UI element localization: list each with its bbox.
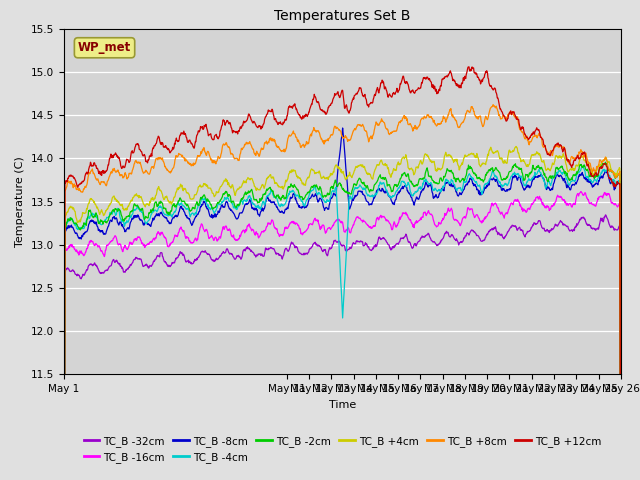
TC_B -4cm <box>364 192 372 198</box>
TC_B +8cm <box>154 157 162 163</box>
Title: Temperatures Set B: Temperatures Set B <box>274 10 411 24</box>
TC_B +12cm <box>465 64 473 70</box>
TC_B -4cm <box>154 207 162 213</box>
TC_B +4cm <box>513 144 520 149</box>
TC_B +4cm <box>353 164 360 170</box>
TC_B -16cm <box>353 215 360 220</box>
TC_B +8cm <box>353 124 360 130</box>
TC_B +12cm <box>154 135 162 141</box>
TC_B +8cm <box>489 102 497 108</box>
TC_B -8cm <box>301 204 309 210</box>
TC_B -8cm <box>339 125 346 131</box>
Text: WP_met: WP_met <box>78 41 131 54</box>
Legend: TC_B -32cm, TC_B -16cm, TC_B -8cm, TC_B -4cm, TC_B -2cm, TC_B +4cm, TC_B +8cm, T: TC_B -32cm, TC_B -16cm, TC_B -8cm, TC_B … <box>79 432 605 467</box>
TC_B +4cm <box>301 182 309 188</box>
Y-axis label: Temperature (C): Temperature (C) <box>15 156 26 247</box>
TC_B -32cm <box>301 251 309 257</box>
Line: TC_B -2cm: TC_B -2cm <box>64 162 621 480</box>
Line: TC_B -32cm: TC_B -32cm <box>64 215 621 480</box>
TC_B -2cm <box>134 203 141 209</box>
TC_B -16cm <box>577 189 585 194</box>
TC_B -4cm <box>248 198 255 204</box>
TC_B -4cm <box>301 200 309 206</box>
TC_B +8cm <box>134 160 141 166</box>
Line: TC_B -4cm: TC_B -4cm <box>64 166 621 480</box>
TC_B +4cm <box>248 176 255 181</box>
TC_B -32cm <box>134 256 141 262</box>
TC_B -16cm <box>364 222 372 228</box>
TC_B -32cm <box>248 248 255 254</box>
TC_B +12cm <box>353 90 360 96</box>
TC_B -32cm <box>602 212 609 218</box>
TC_B -2cm <box>301 193 309 199</box>
TC_B -8cm <box>248 204 255 210</box>
Line: TC_B +8cm: TC_B +8cm <box>64 105 621 480</box>
TC_B -32cm <box>364 244 372 250</box>
TC_B -4cm <box>353 185 360 191</box>
TC_B -8cm <box>134 212 141 218</box>
TC_B +8cm <box>248 144 255 149</box>
TC_B -4cm <box>579 163 587 169</box>
TC_B +12cm <box>134 141 141 146</box>
TC_B +4cm <box>364 170 372 176</box>
TC_B +8cm <box>301 143 309 148</box>
Line: TC_B -16cm: TC_B -16cm <box>64 192 621 480</box>
TC_B -16cm <box>301 228 309 234</box>
TC_B -2cm <box>353 182 360 188</box>
TC_B -2cm <box>154 202 162 208</box>
TC_B -16cm <box>134 234 141 240</box>
Line: TC_B +4cm: TC_B +4cm <box>64 146 621 480</box>
TC_B -8cm <box>353 192 361 198</box>
TC_B +12cm <box>248 118 255 123</box>
TC_B -2cm <box>602 159 609 165</box>
TC_B +12cm <box>364 103 372 108</box>
X-axis label: Time: Time <box>329 400 356 409</box>
Line: TC_B -8cm: TC_B -8cm <box>64 128 621 480</box>
TC_B -4cm <box>134 204 141 209</box>
TC_B -16cm <box>248 228 255 234</box>
TC_B -32cm <box>353 238 360 244</box>
TC_B -2cm <box>248 186 255 192</box>
TC_B -16cm <box>154 229 162 235</box>
TC_B -8cm <box>154 213 162 218</box>
TC_B -2cm <box>364 186 372 192</box>
TC_B -8cm <box>365 200 372 206</box>
TC_B -32cm <box>154 252 162 258</box>
TC_B +4cm <box>154 187 162 192</box>
Line: TC_B +12cm: TC_B +12cm <box>64 67 621 480</box>
TC_B +4cm <box>134 192 141 198</box>
TC_B +8cm <box>364 136 372 142</box>
TC_B +12cm <box>301 114 309 120</box>
